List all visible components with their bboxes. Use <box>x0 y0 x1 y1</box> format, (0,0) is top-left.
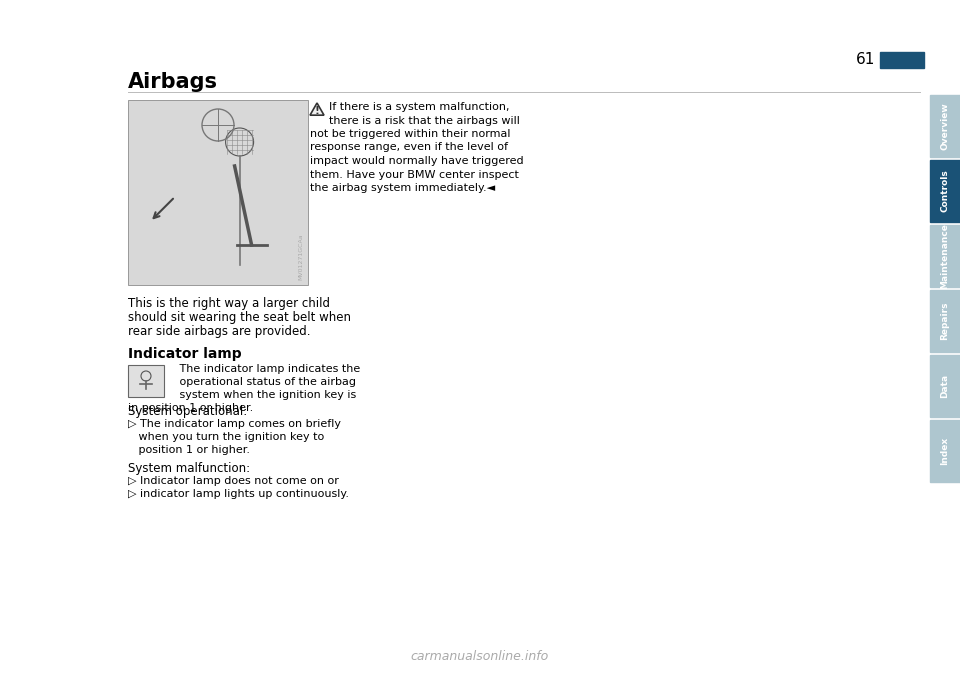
Text: there is a risk that the airbags will: there is a risk that the airbags will <box>329 115 520 125</box>
Text: ▷ The indicator lamp comes on briefly: ▷ The indicator lamp comes on briefly <box>128 419 341 429</box>
Text: in position 1 or higher.: in position 1 or higher. <box>128 403 253 413</box>
Text: The indicator lamp indicates the: The indicator lamp indicates the <box>169 364 360 374</box>
Text: carmanualsonline.info: carmanualsonline.info <box>411 650 549 663</box>
Text: ▷ Indicator lamp does not come on or: ▷ Indicator lamp does not come on or <box>128 476 339 486</box>
Text: not be triggered within their normal: not be triggered within their normal <box>310 129 511 139</box>
Bar <box>930 420 960 482</box>
Bar <box>930 355 960 417</box>
Bar <box>930 225 960 287</box>
Text: Repairs: Repairs <box>941 302 949 340</box>
Text: Data: Data <box>941 374 949 398</box>
Bar <box>880 52 924 68</box>
Text: This is the right way a larger child: This is the right way a larger child <box>128 297 330 310</box>
Text: should sit wearing the seat belt when: should sit wearing the seat belt when <box>128 311 351 324</box>
Text: Controls: Controls <box>941 170 949 212</box>
Text: Airbags: Airbags <box>128 72 218 92</box>
Text: rear side airbags are provided.: rear side airbags are provided. <box>128 325 310 338</box>
Bar <box>930 95 960 157</box>
Text: Indicator lamp: Indicator lamp <box>128 347 242 361</box>
Polygon shape <box>310 103 324 115</box>
Bar <box>128 365 164 397</box>
Text: operational status of the airbag: operational status of the airbag <box>169 377 356 387</box>
Text: !: ! <box>315 106 320 116</box>
Text: Index: Index <box>941 437 949 465</box>
Text: when you turn the ignition key to: when you turn the ignition key to <box>128 432 324 442</box>
Text: response range, even if the level of: response range, even if the level of <box>310 142 508 153</box>
Text: the airbag system immediately.◄: the airbag system immediately.◄ <box>310 183 495 193</box>
Text: Overview: Overview <box>941 102 949 150</box>
Text: ▷ indicator lamp lights up continuously.: ▷ indicator lamp lights up continuously. <box>128 489 349 499</box>
Text: impact would normally have triggered: impact would normally have triggered <box>310 156 523 166</box>
Text: System malfunction:: System malfunction: <box>128 462 251 475</box>
Bar <box>128 100 308 285</box>
Bar <box>930 160 960 222</box>
Text: If there is a system malfunction,: If there is a system malfunction, <box>329 102 510 112</box>
Text: position 1 or higher.: position 1 or higher. <box>128 445 250 455</box>
Text: Maintenance: Maintenance <box>941 223 949 289</box>
Bar <box>930 290 960 352</box>
Text: MV01271GCAa: MV01271GCAa <box>298 233 303 280</box>
Text: system when the ignition key is: system when the ignition key is <box>169 390 356 400</box>
Text: 61: 61 <box>855 52 875 68</box>
Text: System operational:: System operational: <box>128 405 248 418</box>
Text: them. Have your BMW center inspect: them. Have your BMW center inspect <box>310 170 518 180</box>
